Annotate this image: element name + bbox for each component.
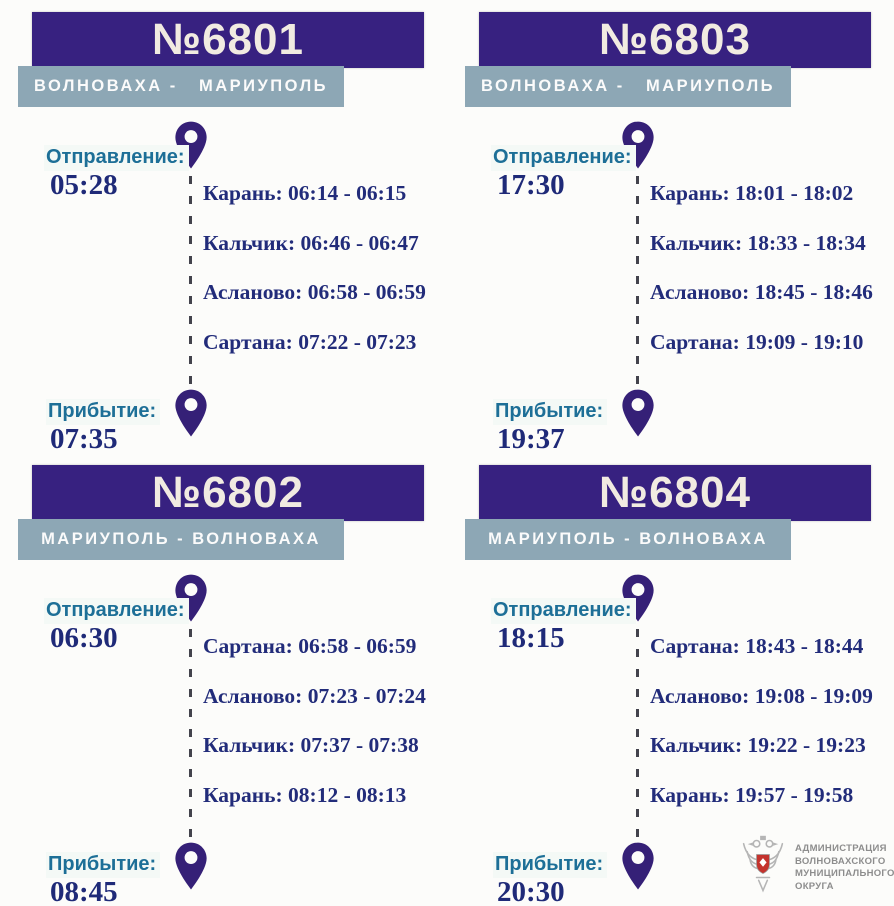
route-timeline <box>189 176 192 386</box>
train-number: №6801 <box>152 15 304 64</box>
arrival-label: Прибытие: <box>46 852 161 878</box>
departure-time: 05:28 <box>50 169 118 201</box>
arrival-time: 07:35 <box>50 423 118 455</box>
stop-item: Сартана: 18:43 - 18:44 <box>650 634 864 658</box>
stop-item: Кальчик: 19:22 - 19:23 <box>650 733 866 757</box>
train-card-6804: №6804 МАРИУПОЛЬ - ВОЛНОВАХА Отправление:… <box>447 453 894 906</box>
administration-name: АДМИНИСТРАЦИЯ ВОЛНОВАХСКОГО МУНИЦИПАЛЬНО… <box>795 843 894 893</box>
stops-list: Сартана: 18:43 - 18:44 Асланово: 19:08 -… <box>650 634 873 832</box>
stop-item: Асланово: 18:45 - 18:46 <box>650 280 873 304</box>
train-card-6801: №6801 ВОЛНОВАХА - МАРИУПОЛЬ Отправление:… <box>0 0 447 455</box>
train-number: №6802 <box>152 468 304 517</box>
arrival-time: 19:37 <box>497 423 565 455</box>
route-timeline <box>636 629 639 839</box>
arrival-pin-icon <box>172 388 210 438</box>
stop-item: Асланово: 07:23 - 07:24 <box>203 683 426 708</box>
stops-list: Карань: 06:14 - 06:15 Кальчик: 06:46 - 0… <box>203 181 426 379</box>
departure-label: Отправление: <box>491 145 636 171</box>
departure-time: 18:15 <box>497 622 565 654</box>
stops-list: Сартана: 06:58 - 06:59 Асланово: 07:23 -… <box>203 634 426 832</box>
stop-item: Карань: 08:12 - 08:13 <box>203 782 407 807</box>
arrival-time: 08:45 <box>50 876 118 906</box>
route-banner: МАРИУПОЛЬ - ВОЛНОВАХА <box>465 519 791 560</box>
departure-label: Отправление: <box>44 145 189 171</box>
route-banner: ВОЛНОВАХА - МАРИУПОЛЬ <box>18 66 344 107</box>
stop-item: Карань: 18:01 - 18:02 <box>650 181 854 205</box>
train-number: №6803 <box>599 15 751 64</box>
arrival-pin-icon <box>619 841 657 891</box>
stop-item: Кальчик: 07:37 - 07:38 <box>203 733 419 757</box>
administration-name-line: ВОЛНОВАХСКОГО <box>795 855 886 867</box>
departure-time: 17:30 <box>497 169 565 201</box>
train-number-banner: №6802 <box>32 465 424 521</box>
stop-item: Кальчик: 18:33 - 18:34 <box>650 230 866 255</box>
train-number-banner: №6803 <box>479 12 871 68</box>
coat-of-arms-icon <box>740 834 786 903</box>
arrival-label: Прибытие: <box>493 852 608 878</box>
stop-item: Карань: 19:57 - 19:58 <box>650 782 854 807</box>
arrival-label: Прибытие: <box>46 399 161 425</box>
stop-item: Кальчик: 06:46 - 06:47 <box>203 230 419 255</box>
train-number: №6804 <box>599 468 751 517</box>
route-banner: МАРИУПОЛЬ - ВОЛНОВАХА <box>18 519 344 560</box>
train-number-banner: №6801 <box>32 12 424 68</box>
departure-label: Отправление: <box>491 598 636 624</box>
train-number-banner: №6804 <box>479 465 871 521</box>
stops-list: Карань: 18:01 - 18:02 Кальчик: 18:33 - 1… <box>650 181 873 379</box>
stop-item: Карань: 06:14 - 06:15 <box>203 181 407 205</box>
arrival-label: Прибытие: <box>493 399 608 425</box>
administration-name-line: ОКРУГА <box>795 880 834 892</box>
administration-name-line: АДМИНИСТРАЦИЯ <box>795 843 887 854</box>
administration-name-line: МУНИЦИПАЛЬНОГО <box>795 868 894 879</box>
departure-label: Отправление: <box>44 598 189 624</box>
administration-logo: АДМИНИСТРАЦИЯ ВОЛНОВАХСКОГО МУНИЦИПАЛЬНО… <box>740 832 894 904</box>
stop-item: Сартана: 19:09 - 19:10 <box>650 329 864 354</box>
arrival-pin-icon <box>172 841 210 891</box>
stop-item: Асланово: 06:58 - 06:59 <box>203 280 426 304</box>
arrival-time: 20:30 <box>497 876 565 906</box>
train-card-6802: №6802 МАРИУПОЛЬ - ВОЛНОВАХА Отправление:… <box>0 453 447 906</box>
route-timeline <box>636 176 639 386</box>
route-timeline <box>189 629 192 839</box>
stop-item: Сартана: 07:22 - 07:23 <box>203 329 417 354</box>
stop-item: Асланово: 19:08 - 19:09 <box>650 683 873 708</box>
route-banner: ВОЛНОВАХА - МАРИУПОЛЬ <box>465 66 791 107</box>
arrival-pin-icon <box>619 388 657 438</box>
departure-time: 06:30 <box>50 622 118 654</box>
stop-item: Сартана: 06:58 - 06:59 <box>203 634 417 658</box>
train-card-6803: №6803 ВОЛНОВАХА - МАРИУПОЛЬ Отправление:… <box>447 0 894 455</box>
